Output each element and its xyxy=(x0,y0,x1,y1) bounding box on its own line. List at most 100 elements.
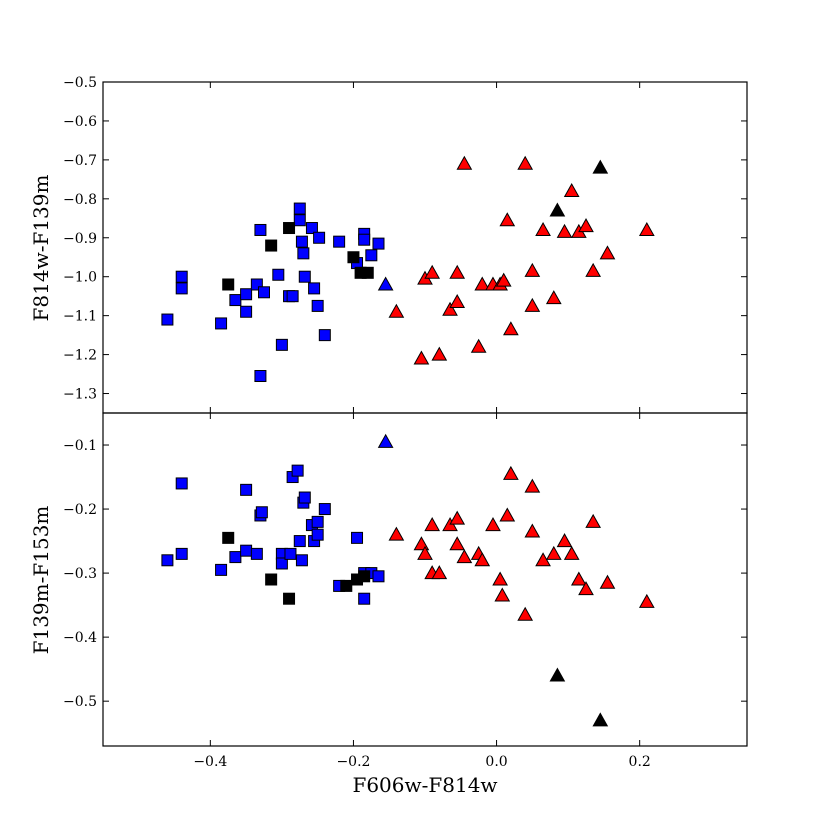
bottom-square-point xyxy=(298,491,311,504)
bottom-triangle-point xyxy=(456,549,473,564)
top-square-point xyxy=(265,239,278,252)
bottom-triangle-point xyxy=(545,545,562,560)
bottom-square-point xyxy=(311,515,324,528)
top-square-point xyxy=(175,270,188,283)
top-triangle-point xyxy=(377,276,394,291)
top-square-point xyxy=(258,286,270,299)
bottom-triangle-point xyxy=(563,545,580,560)
bottom-y-tick-label: −0.2 xyxy=(63,502,97,518)
top-square-point xyxy=(308,282,321,295)
top-triangle-point xyxy=(524,297,541,312)
top-triangle-point xyxy=(517,155,534,170)
bottom-triangle-point xyxy=(449,536,466,551)
top-square-point xyxy=(275,338,288,351)
top-square-point xyxy=(311,299,324,312)
bottom-square-point xyxy=(291,464,304,477)
bottom-square-point xyxy=(283,592,296,605)
bottom-triangle-point xyxy=(449,510,466,525)
top-triangle-point xyxy=(549,202,566,217)
top-y-tick-label: −0.5 xyxy=(63,75,97,91)
top-triangle-point xyxy=(592,159,609,174)
top-square-point xyxy=(240,288,253,301)
bottom-triangle-point xyxy=(474,552,491,567)
bottom-triangle-point xyxy=(485,517,501,532)
top-y-tick-label: −0.6 xyxy=(63,114,97,130)
bottom-square-point xyxy=(318,503,331,516)
x-tick-label: 0.2 xyxy=(629,754,651,770)
top-y-tick-label: −0.9 xyxy=(63,231,97,247)
bottom-square-point xyxy=(311,528,324,541)
bottom-triangle-point xyxy=(638,593,655,608)
x-tick-label: −0.4 xyxy=(193,754,227,770)
top-square-point xyxy=(215,317,228,330)
bottom-square-point xyxy=(175,547,188,560)
bottom-triangle-point xyxy=(578,581,594,596)
top-triangle-point xyxy=(638,221,655,236)
top-y-tick-label: −1.0 xyxy=(63,270,97,286)
top-square-point xyxy=(313,231,326,244)
top-square-point xyxy=(298,270,311,283)
top-triangle-point xyxy=(431,346,448,361)
top-triangle-point xyxy=(503,321,519,336)
bottom-square-point xyxy=(222,531,235,544)
x-tick-label: 0.0 xyxy=(485,754,507,770)
top-square-point xyxy=(318,329,331,342)
x-axis-title: F606w-F814w xyxy=(352,773,497,797)
top-triangle-point xyxy=(545,290,562,305)
bottom-square-point xyxy=(351,531,364,544)
bottom-triangle-point xyxy=(431,565,448,580)
bottom-triangle-point xyxy=(492,571,508,586)
top-triangle-point xyxy=(449,264,466,279)
bottom-square-point xyxy=(175,477,188,490)
top-square-point xyxy=(250,278,263,291)
bottom-y-tick-label: −0.3 xyxy=(63,566,97,582)
top-triangle-point xyxy=(585,262,602,277)
top-panel: −0.5 −0.6 −0.7 −0.8 −0.9 −1.0 −1.1 −1.2 −1.3 xyxy=(63,75,748,414)
bottom-triangle-point xyxy=(585,513,602,528)
top-y-tick-label: −1.3 xyxy=(63,387,97,403)
bottom-square-point xyxy=(161,554,174,567)
top-y-tick-label: −0.8 xyxy=(63,192,97,208)
top-square-point xyxy=(361,266,374,279)
bottom-triangle-point xyxy=(494,587,511,602)
top-square-point xyxy=(254,223,267,236)
top-triangle-point xyxy=(474,276,491,291)
bottom-triangle-point xyxy=(424,517,441,532)
top-triangle-point xyxy=(556,223,573,238)
bottom-triangle-point xyxy=(570,571,587,586)
bottom-square-point xyxy=(240,483,253,496)
top-triangle-point xyxy=(524,262,541,277)
top-y-tick-label: −0.7 xyxy=(63,153,97,169)
bottom-plot-frame xyxy=(102,412,748,747)
bottom-y-tick-label: −0.4 xyxy=(63,630,97,646)
top-square-point xyxy=(175,282,188,295)
bottom-square-point xyxy=(372,570,385,583)
top-square-point xyxy=(272,268,285,281)
bottom-triangle-point xyxy=(599,574,616,589)
bottom-square-point xyxy=(340,579,353,592)
bottom-y-axis-title: F139m-F153m xyxy=(29,506,53,655)
top-square-point xyxy=(372,237,385,250)
bottom-square-point xyxy=(358,570,371,583)
bottom-square-point xyxy=(240,544,253,557)
bottom-square-point xyxy=(250,547,263,560)
top-triangle-point xyxy=(424,264,441,279)
top-triangle-point xyxy=(578,218,594,233)
top-y-tick-label: −1.2 xyxy=(63,348,97,364)
bottom-square-point xyxy=(255,506,268,519)
top-square-point xyxy=(347,251,360,264)
top-square-point xyxy=(283,222,296,235)
top-triangle-point xyxy=(499,212,516,227)
top-triangle-point xyxy=(563,183,580,198)
bottom-triangle-point xyxy=(377,433,394,448)
top-square-point xyxy=(293,214,306,227)
top-square-point xyxy=(222,278,235,291)
bottom-square-point xyxy=(275,557,288,570)
top-triangle-point xyxy=(449,293,466,309)
bottom-triangle-point xyxy=(417,545,433,560)
top-triangle-point xyxy=(470,338,487,353)
top-triangle-point xyxy=(599,245,616,260)
bottom-triangle-point xyxy=(524,478,541,493)
top-square-point xyxy=(293,202,306,215)
bottom-square-point xyxy=(358,592,371,605)
